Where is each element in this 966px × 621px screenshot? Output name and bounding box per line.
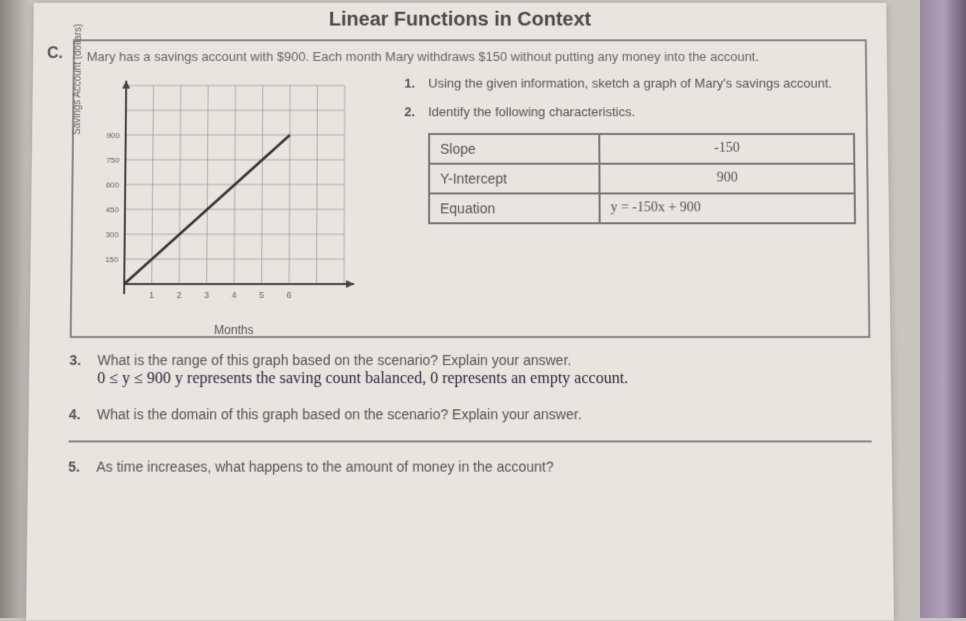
q3-handwriting: 0 ≤ y ≤ 900 y represents the saving coun… bbox=[97, 370, 871, 388]
svg-text:900: 900 bbox=[106, 131, 120, 140]
y-axis-label: Savings Account (dollars) bbox=[72, 24, 84, 135]
q3-num: 3. bbox=[69, 352, 97, 388]
svg-text:3: 3 bbox=[204, 290, 209, 300]
svg-text:300: 300 bbox=[105, 230, 119, 239]
slope-label: Slope bbox=[429, 134, 599, 164]
problem-c-box: C. Mary has a savings account with $900.… bbox=[70, 39, 871, 338]
q5-num: 5. bbox=[68, 458, 96, 474]
svg-text:2: 2 bbox=[177, 290, 182, 300]
desk-edge bbox=[920, 0, 966, 618]
question-4: 4. What is the domain of this graph base… bbox=[69, 406, 872, 422]
subq2-text: Identify the following characteristics. bbox=[428, 104, 635, 119]
right-column: 1. Using the given information, sketch a… bbox=[384, 76, 856, 324]
svg-text:750: 750 bbox=[106, 156, 120, 165]
graph-area: Savings Account (dollars) bbox=[84, 76, 385, 324]
question-list: 3. What is the range of this graph based… bbox=[68, 352, 872, 475]
question-5: 5. As time increases, what happens to th… bbox=[68, 440, 872, 474]
problem-main-row: Savings Account (dollars) bbox=[84, 76, 856, 324]
worksheet-page: Linear Functions in Context C. Mary has … bbox=[26, 3, 894, 621]
yint-label: Y-Intercept bbox=[429, 164, 599, 194]
q4-text: What is the domain of this graph based o… bbox=[97, 406, 872, 422]
eq-label: Equation bbox=[429, 193, 600, 223]
svg-text:5: 5 bbox=[259, 290, 264, 300]
page-title: Linear Functions in Context bbox=[33, 3, 886, 31]
svg-text:150: 150 bbox=[105, 255, 119, 264]
sub-question-2: 2. Identify the following characteristic… bbox=[404, 104, 854, 119]
graph-column: Savings Account (dollars) bbox=[84, 76, 385, 324]
subq1-text: Using the given information, sketch a gr… bbox=[428, 76, 832, 91]
q5-text: As time increases, what happens to the a… bbox=[96, 458, 872, 474]
q4-num: 4. bbox=[69, 406, 97, 422]
problem-letter: C. bbox=[47, 45, 63, 63]
sub-question-1: 1. Using the given information, sketch a… bbox=[404, 76, 853, 91]
svg-text:6: 6 bbox=[287, 290, 292, 300]
table-row: Equation y = -150x + 900 bbox=[429, 193, 855, 223]
table-row: Slope -150 bbox=[429, 134, 855, 164]
problem-prompt: Mary has a savings account with $900. Ea… bbox=[87, 49, 854, 66]
subq2-num: 2. bbox=[404, 104, 428, 119]
svg-text:600: 600 bbox=[106, 180, 120, 189]
graph-svg: 1 2 3 4 5 6 150 300 450 600 750 900 bbox=[84, 76, 385, 314]
table-row: Y-Intercept 900 bbox=[429, 164, 855, 194]
yint-value: 900 bbox=[599, 164, 855, 194]
question-3: 3. What is the range of this graph based… bbox=[69, 352, 871, 388]
characteristics-table: Slope -150 Y-Intercept 900 Equation y = … bbox=[428, 133, 856, 224]
page-shadow-left bbox=[0, 0, 30, 618]
subq1-num: 1. bbox=[404, 76, 428, 91]
x-axis-label: Months bbox=[84, 323, 384, 337]
q3-text: What is the range of this graph based on… bbox=[97, 352, 571, 368]
svg-text:450: 450 bbox=[106, 205, 120, 214]
eq-value: y = -150x + 900 bbox=[599, 193, 855, 223]
svg-text:4: 4 bbox=[232, 290, 237, 300]
slope-value: -150 bbox=[599, 134, 854, 164]
svg-text:1: 1 bbox=[149, 290, 154, 300]
